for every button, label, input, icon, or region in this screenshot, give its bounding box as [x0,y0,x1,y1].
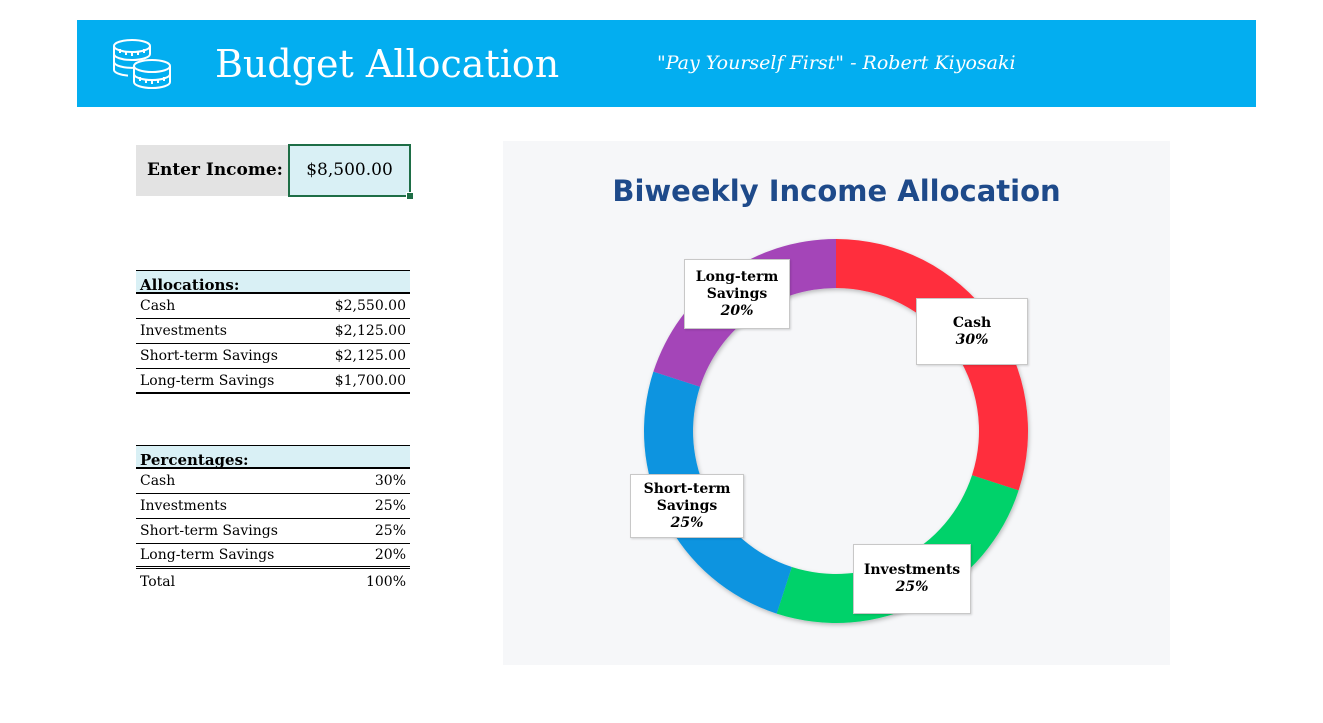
table-row[interactable]: Cash 30% [136,469,410,494]
table-row[interactable]: Short-term Savings $2,125.00 [136,344,410,369]
total-label: Total [140,573,176,590]
row-label: Investments [140,323,227,339]
table-row[interactable]: Long-term Savings 20% [136,544,410,569]
income-input-cell[interactable]: $8,500.00 [288,144,411,197]
row-value: $2,550.00 [334,298,406,314]
donut-slice-short-term-savings[interactable] [644,371,792,614]
data-label-name: Investments [863,562,961,578]
data-label-percent: 25% [670,514,704,531]
income-label: Enter Income: [136,145,288,196]
coins-icon [113,39,171,89]
donut-slice-cash[interactable] [836,239,1028,491]
percentages-header: Percentages: [136,445,410,469]
page-title: Budget Allocation [215,42,560,86]
table-row[interactable]: Long-term Savings $1,700.00 [136,369,410,394]
row-label: Short-term Savings [140,348,278,364]
data-label-cash: Cash 30% [916,298,1028,365]
row-label: Long-term Savings [140,372,275,389]
table-row[interactable]: Investments 25% [136,494,410,519]
row-label: Cash [140,298,176,314]
row-value: $2,125.00 [334,348,406,364]
row-label: Long-term Savings [140,547,275,563]
data-label-name: Short-term Savings [643,480,731,514]
data-label-short-term-savings: Short-term Savings 25% [630,474,744,538]
data-label-long-term-savings: Long-term Savings 20% [684,259,790,329]
data-label-percent: 20% [720,302,754,319]
header-banner: Budget Allocation "Pay Yourself First" -… [77,20,1256,107]
data-label-investments: Investments 25% [853,544,971,614]
data-label-name: Long-term Savings [695,268,779,302]
allocations-table: Allocations: Cash $2,550.00 Investments … [136,270,410,394]
row-value: 25% [374,523,406,539]
table-row[interactable]: Investments $2,125.00 [136,319,410,344]
row-label: Investments [140,498,227,514]
table-row[interactable]: Cash $2,550.00 [136,294,410,319]
donut-slice-investments[interactable] [776,475,1019,623]
allocations-header: Allocations: [136,270,410,294]
row-value: 30% [374,473,406,489]
header-quote: "Pay Yourself First" - Robert Kiyosaki [657,52,1016,74]
data-label-percent: 25% [895,579,929,595]
row-value: $2,125.00 [334,323,406,339]
table-row[interactable]: Short-term Savings 25% [136,519,410,544]
total-value: 100% [365,573,406,590]
row-value: 20% [374,547,406,563]
row-label: Cash [140,473,176,489]
cell-fill-handle[interactable] [406,192,414,200]
chart-title: Biweekly Income Allocation [612,174,1061,208]
data-label-name: Cash [952,314,992,331]
total-row[interactable]: Total 100% [136,569,410,594]
row-label: Short-term Savings [140,523,278,539]
row-value: $1,700.00 [334,372,406,389]
data-label-percent: 30% [955,331,989,348]
donut-chart [644,239,1028,623]
percentages-table: Percentages: Cash 30% Investments 25% Sh… [136,445,410,594]
chart-panel[interactable]: Biweekly Income Allocation Cash 30% Inve… [503,141,1170,665]
row-value: 25% [374,498,406,514]
